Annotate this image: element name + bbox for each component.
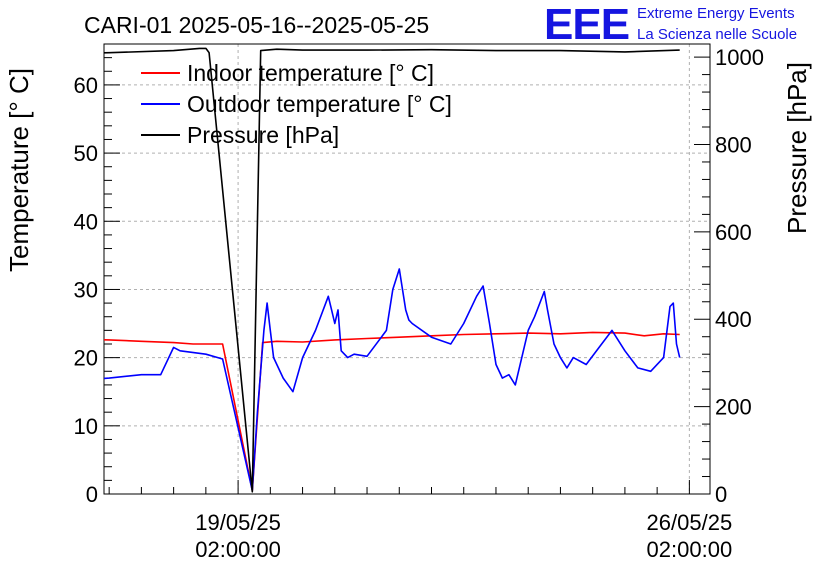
eee-logo-line1: Extreme Energy Events [637,5,795,22]
y-tick-label: 20 [74,346,98,371]
series-layer [104,47,681,493]
y-axis-label: Temperature [° C] [4,68,34,272]
y-tick-label: 50 [74,141,98,166]
y2-tick-label: 1000 [715,45,764,70]
y2-tick-label: 200 [715,395,752,420]
y2-tick-label: 600 [715,220,752,245]
y2-tick-label: 400 [715,307,752,332]
plot-frame [103,43,711,495]
y-tick-label: 40 [74,209,98,234]
series-line-1 [104,331,680,492]
eee-logo-mark: EEE [544,0,629,49]
x-tick-label-time: 02:00:00 [195,537,281,562]
legend: Indoor temperature [° C] Outdoor temperat… [141,60,452,148]
x-tick-label-date: 26/05/25 [647,510,733,535]
series-line-3 [104,47,680,493]
y-tick-label: 0 [86,482,98,507]
grid [104,44,710,494]
eee-logo-line2: La Scienza nelle Scuole [637,26,797,43]
y2-tick-label: 0 [715,482,727,507]
series-line-2 [104,268,681,492]
y-tick-label: 30 [74,277,98,302]
y2-tick-label: 800 [715,132,752,157]
legend-label-2: Outdoor temperature [° C] [187,91,452,117]
y-tick-label: 60 [74,73,98,98]
x-tick-label-date: 19/05/25 [195,510,281,535]
eee-logo: EEE Extreme Energy Events La Scienza nel… [544,0,797,49]
y-tick-label: 10 [74,414,98,439]
x-tick-label-time: 02:00:00 [647,537,733,562]
legend-label-3: Pressure [hPa] [187,122,339,148]
axes: 01020304050600200400600800100019/05/2502… [74,43,764,562]
y2-axis-label: Pressure [hPa] [782,62,812,234]
chart-title: CARI-01 2025-05-16--2025-05-25 [84,12,429,38]
legend-label-1: Indoor temperature [° C] [187,60,434,86]
